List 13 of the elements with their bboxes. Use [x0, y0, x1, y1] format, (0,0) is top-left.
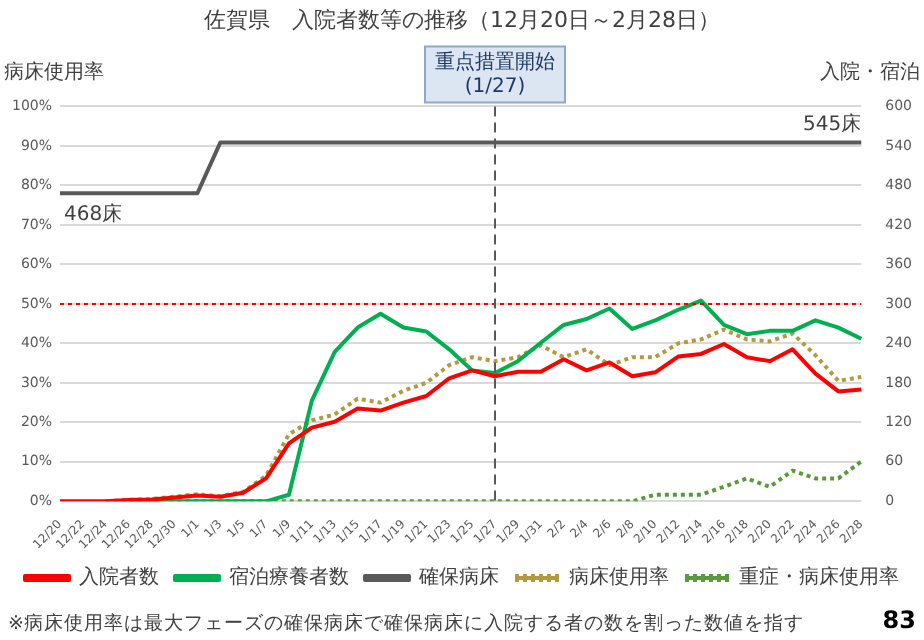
ref-line-label: 重点措置開始 (1/27): [434, 49, 555, 98]
text: ※病床使用率は最大フェーズの確保病床で確保病床に入院する者の数を割った数値を指す: [8, 611, 804, 636]
legend-label: 宿泊療養者数: [229, 565, 349, 590]
legend-label: 病床使用率: [569, 565, 669, 590]
annotation: 468床: [64, 202, 123, 227]
legend-label: 確保病床: [417, 565, 499, 590]
legend-label: 入院者数: [79, 565, 159, 590]
y-axis-title: 病床使用率: [4, 59, 104, 84]
annotation: 545床: [803, 111, 862, 136]
text: 83: [882, 606, 916, 635]
y2-axis-title: 入院・宿泊: [820, 59, 920, 84]
chart-title: 佐賀県 入院者数等の推移（12月20日～2月28日）: [204, 6, 720, 33]
legend-label: 重症・病床使用率: [739, 565, 899, 590]
